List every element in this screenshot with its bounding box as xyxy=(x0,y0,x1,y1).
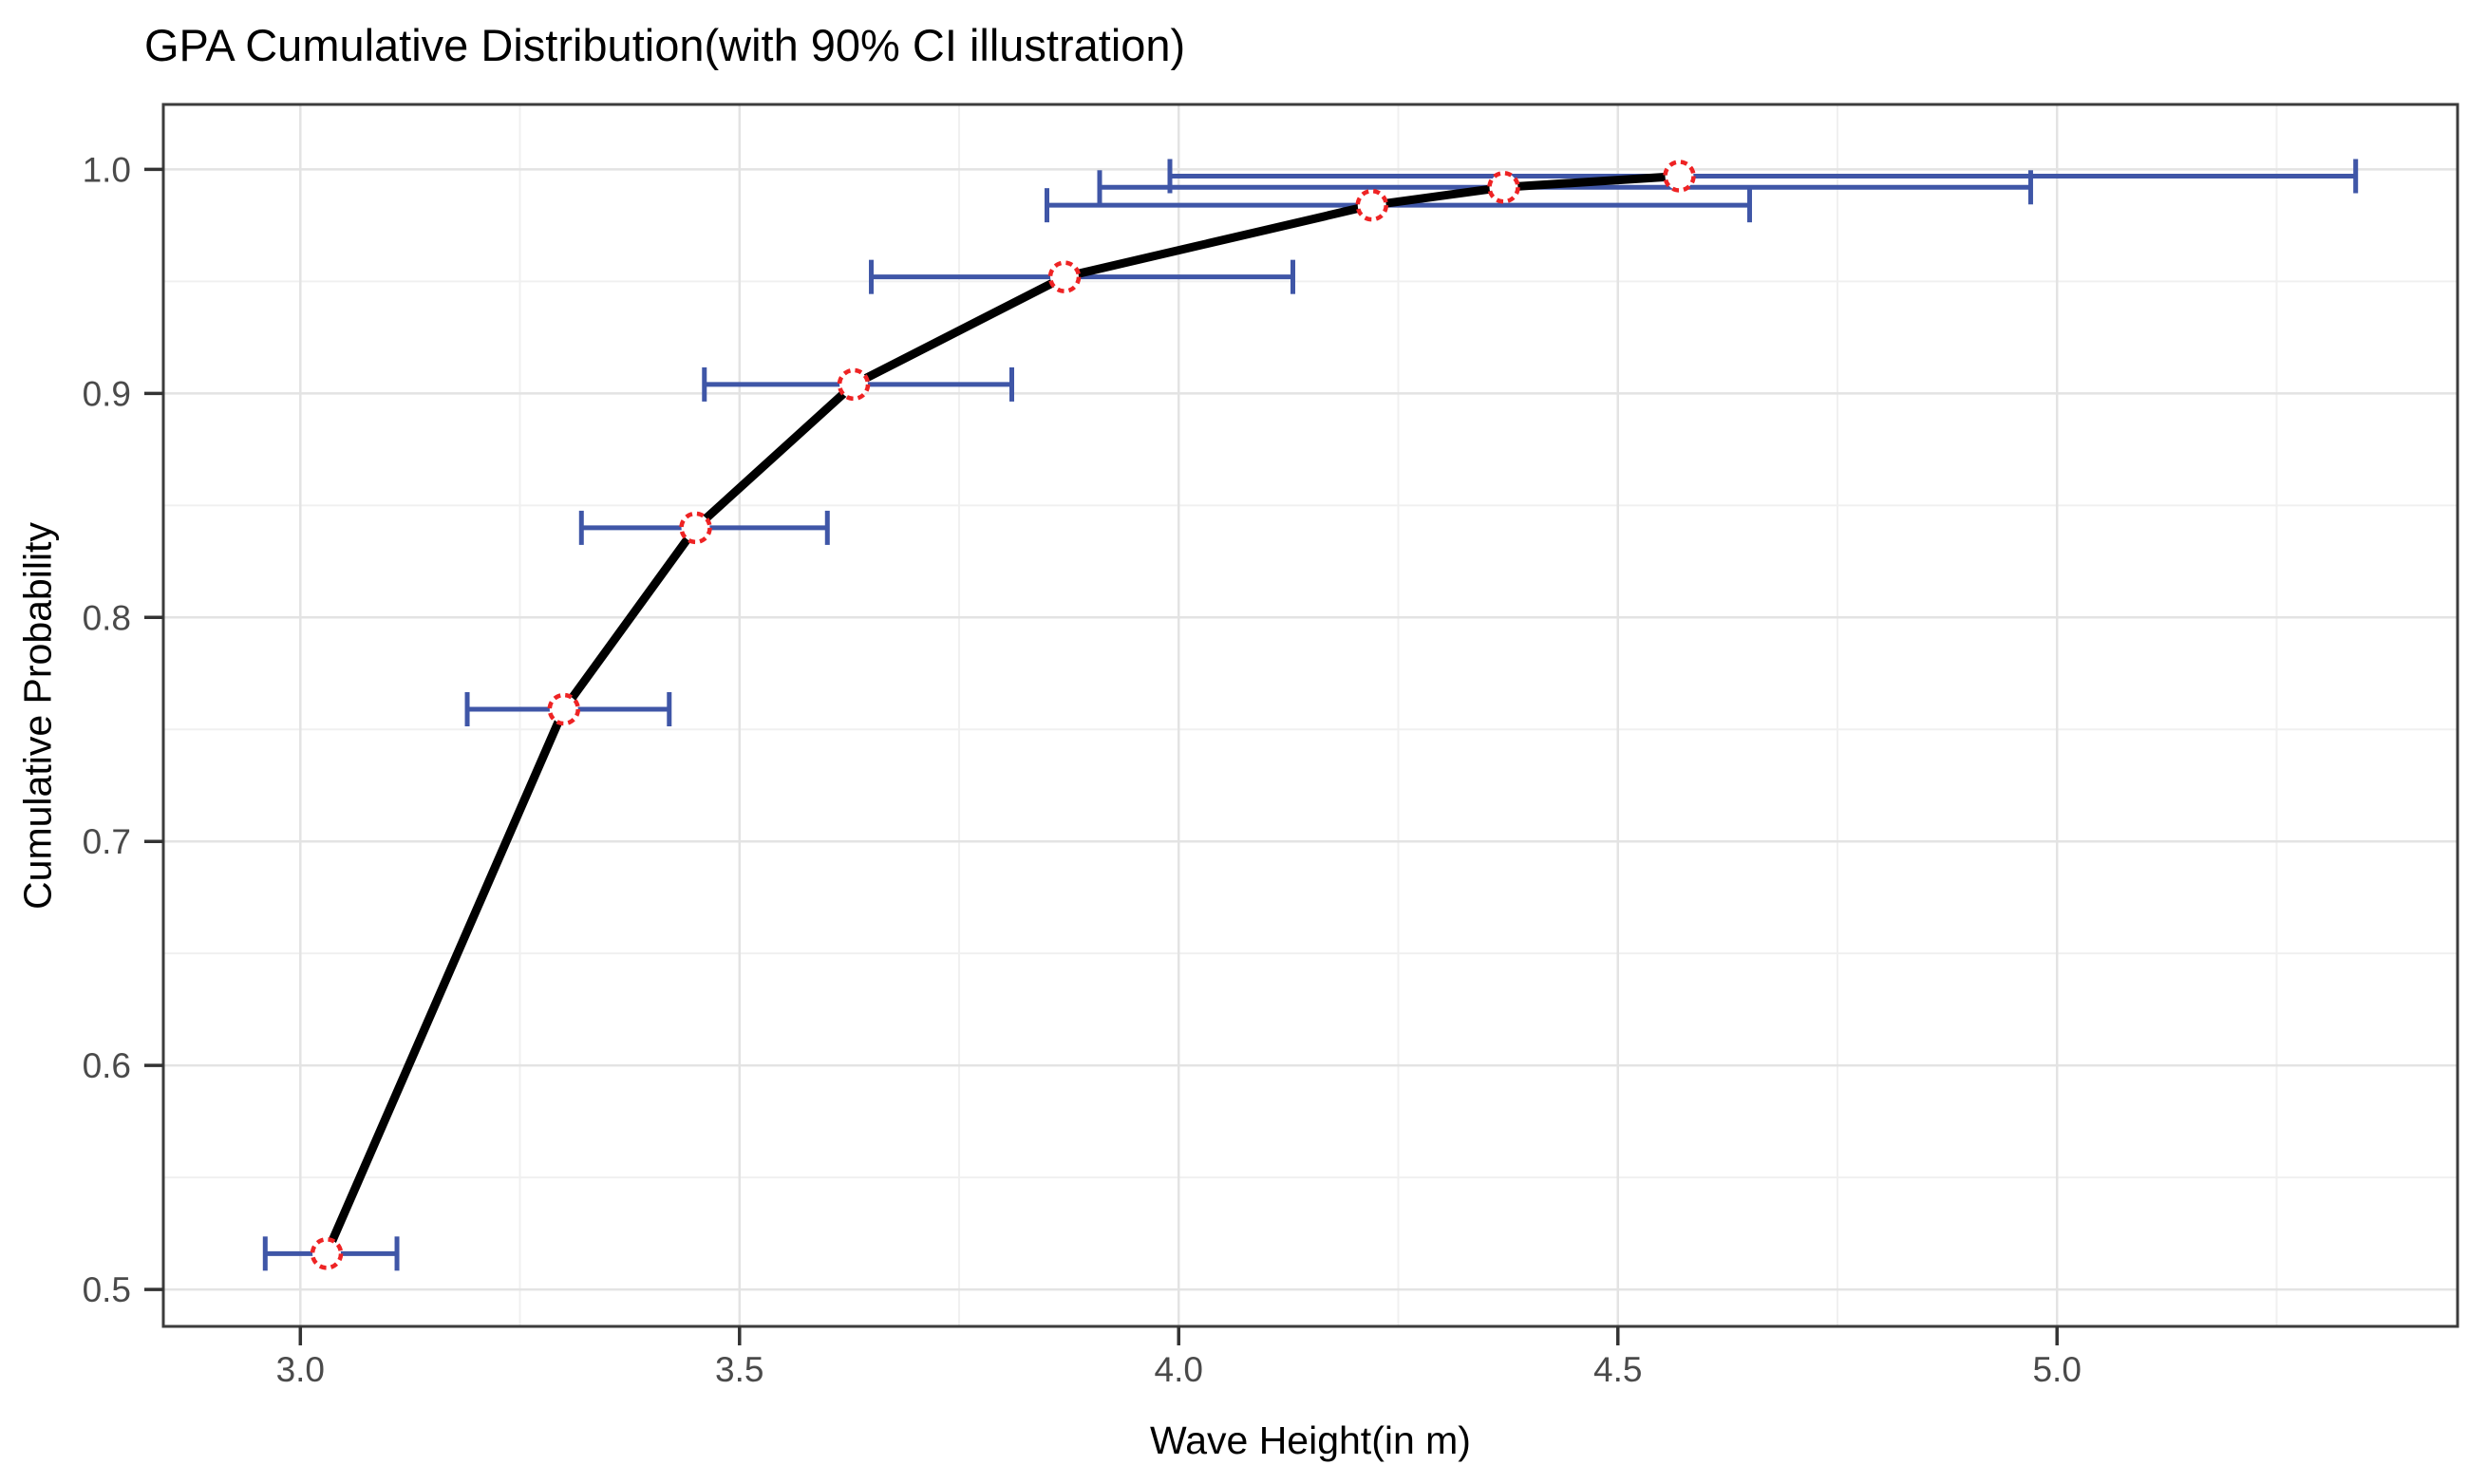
x-tick-label: 3.0 xyxy=(276,1350,325,1389)
data-point-marker xyxy=(1487,171,1520,204)
data-point-marker xyxy=(679,511,712,545)
data-point-marker xyxy=(310,1237,344,1270)
cdf-line xyxy=(322,171,1684,1258)
y-tick-label: 0.5 xyxy=(83,1270,131,1309)
x-tick-label: 4.5 xyxy=(1593,1350,1642,1389)
data-point-marker xyxy=(1355,188,1388,222)
chart-title: GPA Cumulative Distribution(with 90% CI … xyxy=(144,20,1186,70)
y-tick-label: 1.0 xyxy=(83,150,131,189)
data-point-marker xyxy=(1663,160,1696,193)
x-tick-label: 4.0 xyxy=(1155,1350,1203,1389)
y-tick-label: 0.8 xyxy=(83,598,131,637)
x-tick-label: 5.0 xyxy=(2032,1350,2081,1389)
data-point-marker xyxy=(837,367,871,402)
data-point-marker xyxy=(547,692,581,726)
y-tick-label: 0.6 xyxy=(83,1046,131,1085)
data-point-marker xyxy=(1047,260,1082,293)
y-tick-label: 0.9 xyxy=(83,374,131,413)
x-tick-label: 3.5 xyxy=(715,1350,763,1389)
y-tick-label: 0.7 xyxy=(83,822,131,861)
x-axis-title: Wave Height(in m) xyxy=(1150,1418,1471,1462)
panel-border xyxy=(161,103,2459,1328)
